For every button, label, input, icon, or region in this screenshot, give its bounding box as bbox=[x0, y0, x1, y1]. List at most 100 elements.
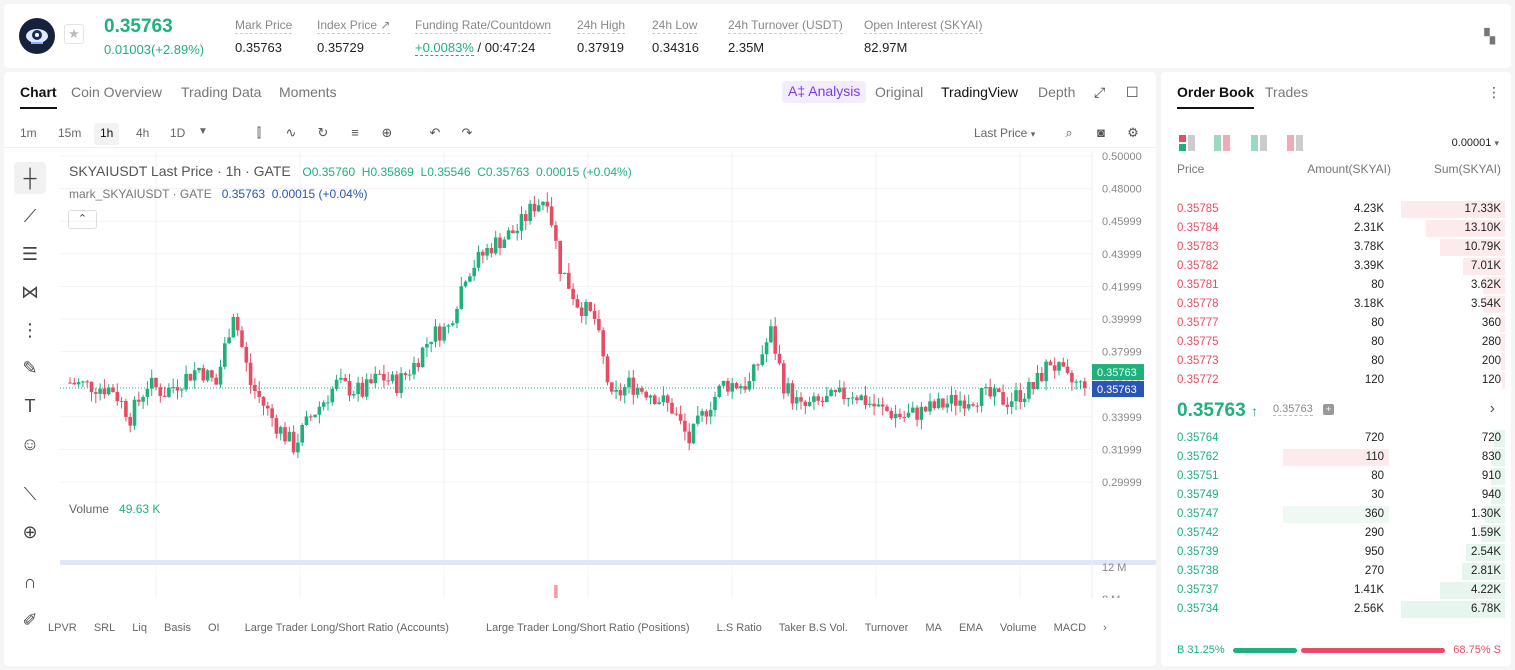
header-price: Price bbox=[1177, 162, 1205, 176]
undo-icon[interactable]: ↶ bbox=[429, 125, 441, 140]
ask-row[interactable]: 0.35778 3.18K 3.54K bbox=[1161, 295, 1511, 314]
brush-icon[interactable]: ✎ bbox=[22, 357, 38, 378]
ask-row[interactable]: 0.35773 80 200 bbox=[1161, 352, 1511, 371]
view-asks-icon[interactable] bbox=[1287, 135, 1303, 154]
tab-coin-overview[interactable]: Coin Overview bbox=[71, 84, 163, 100]
crosshair-icon[interactable]: ┼ bbox=[14, 162, 46, 194]
candle-body bbox=[627, 377, 631, 388]
candle-body bbox=[988, 387, 992, 397]
ask-row[interactable]: 0.35777 80 360 bbox=[1161, 314, 1511, 333]
compare-icon[interactable]: ↻ bbox=[317, 125, 329, 140]
camera-icon[interactable]: ◙ bbox=[1097, 125, 1105, 140]
favorite-star-icon[interactable]: ★ bbox=[64, 24, 84, 44]
indicator-ls-accounts[interactable]: Large Trader Long/Short Ratio (Accounts) bbox=[244, 622, 449, 634]
precision-select[interactable]: 0.00001 ▾ bbox=[1452, 137, 1499, 149]
price-tick-label: 0.48000 bbox=[1102, 184, 1142, 196]
indicator-taker-vol[interactable]: Taker B.S Vol. bbox=[778, 622, 848, 634]
add-indicator-icon[interactable]: ⊕ bbox=[381, 125, 393, 140]
candlestick-chart[interactable]: 0.50000 0.48000 0.45999 0.43999 0.41999 0.399… bbox=[60, 152, 1156, 598]
pane-divider[interactable] bbox=[60, 560, 1156, 565]
bid-row[interactable]: 0.35749 30 940 bbox=[1161, 486, 1511, 505]
expand-icon[interactable]: ⤢ bbox=[1094, 84, 1106, 100]
emoji-icon[interactable]: ☺ bbox=[20, 433, 40, 454]
indicator-ma[interactable]: MA bbox=[925, 622, 942, 634]
indicator-volume[interactable]: Volume bbox=[999, 622, 1037, 634]
bid-row[interactable]: 0.35737 1.41K 4.22K bbox=[1161, 581, 1511, 600]
ask-row[interactable]: 0.35781 80 3.62K bbox=[1161, 276, 1511, 295]
settings-list-icon[interactable]: ≡ bbox=[351, 125, 359, 140]
indicator-macd[interactable]: MACD bbox=[1053, 622, 1087, 634]
search-icon[interactable]: ⌕ bbox=[1065, 125, 1073, 140]
ask-row[interactable]: 0.35782 3.39K 7.01K bbox=[1161, 257, 1511, 276]
indicator-liq[interactable]: Liq bbox=[132, 622, 147, 634]
candle-type-icon[interactable]: ⫿ bbox=[256, 125, 262, 140]
horizontal-lines-icon[interactable]: ☰ bbox=[21, 243, 39, 264]
view-both-icon[interactable] bbox=[1179, 135, 1195, 154]
bid-row[interactable]: 0.35751 80 910 bbox=[1161, 467, 1511, 486]
tab-trading-data[interactable]: Trading Data bbox=[181, 84, 262, 100]
depth-bar bbox=[1483, 277, 1505, 294]
price-type-select[interactable]: Last Price ▾ bbox=[974, 126, 1035, 140]
view-bids-icon[interactable] bbox=[1251, 135, 1267, 154]
tab-moments[interactable]: Moments bbox=[279, 84, 337, 100]
indicator-lpvr[interactable]: LPVR bbox=[48, 622, 77, 634]
interval-4h[interactable]: 4h bbox=[136, 126, 150, 140]
pencil-lock-icon[interactable]: ✐ bbox=[22, 609, 38, 630]
chevron-right-icon[interactable]: › bbox=[1489, 400, 1495, 417]
interval-1d[interactable]: 1D bbox=[170, 126, 186, 140]
info-icon[interactable]: + bbox=[1323, 404, 1334, 415]
view-original[interactable]: Original bbox=[875, 84, 924, 100]
bid-row[interactable]: 0.35738 270 2.81K bbox=[1161, 562, 1511, 581]
more-options-icon[interactable]: ⋮ bbox=[1487, 84, 1501, 100]
chevron-right-icon[interactable]: › bbox=[1103, 622, 1107, 634]
candle-body bbox=[966, 404, 971, 409]
ai-analysis-button[interactable]: A‡ Analysis bbox=[782, 81, 867, 103]
ruler-icon[interactable]: ⟍ bbox=[23, 483, 37, 504]
indicator-ls-positions[interactable]: Large Trader Long/Short Ratio (Positions… bbox=[485, 622, 690, 634]
bid-row[interactable]: 0.35764 720 720 bbox=[1161, 429, 1511, 448]
book-icon[interactable]: ▚ bbox=[1484, 28, 1495, 44]
indicator-ema[interactable]: EMA bbox=[958, 622, 983, 634]
interval-1h[interactable]: 1h bbox=[94, 123, 120, 145]
fullscreen-icon[interactable]: ☐ bbox=[1126, 84, 1139, 100]
bid-row[interactable]: 0.35742 290 1.59K bbox=[1161, 524, 1511, 543]
bid-row[interactable]: 0.35762 110 830 bbox=[1161, 448, 1511, 467]
tab-trades[interactable]: Trades bbox=[1265, 84, 1309, 100]
tab-chart[interactable]: Chart bbox=[20, 84, 57, 109]
tab-order-book[interactable]: Order Book bbox=[1177, 84, 1255, 109]
view-combined-icon[interactable] bbox=[1214, 135, 1230, 154]
magnet-icon[interactable]: ∩ bbox=[23, 571, 37, 592]
interval-15m[interactable]: 15m bbox=[58, 126, 82, 140]
ask-row[interactable]: 0.35785 4.23K 17.33K bbox=[1161, 200, 1511, 219]
ask-row[interactable]: 0.35784 2.31K 13.10K bbox=[1161, 219, 1511, 238]
indicator-oi[interactable]: OI bbox=[208, 622, 220, 634]
ask-row[interactable]: 0.35783 3.78K 10.79K bbox=[1161, 238, 1511, 257]
pattern-icon[interactable]: ⋈ bbox=[21, 281, 39, 302]
text-tool-icon[interactable]: T bbox=[24, 395, 36, 416]
candle-body bbox=[597, 318, 601, 331]
bid-row[interactable]: 0.35734 2.56K 6.78K bbox=[1161, 600, 1511, 619]
zoom-in-icon[interactable]: ⊕ bbox=[22, 521, 38, 542]
interval-1m[interactable]: 1m bbox=[20, 126, 37, 140]
interval-dropdown-icon[interactable]: ▼ bbox=[198, 126, 208, 137]
view-tradingview[interactable]: TradingView bbox=[941, 84, 1019, 100]
bid-row[interactable]: 0.35747 360 1.30K bbox=[1161, 505, 1511, 524]
indicator-ls-ratio[interactable]: L.S Ratio bbox=[716, 622, 762, 634]
stat-index-price[interactable]: Index Price ↗ 0.35729 bbox=[317, 18, 391, 55]
ask-row[interactable]: 0.35772 120 120 bbox=[1161, 371, 1511, 390]
candle-body bbox=[360, 382, 365, 397]
candle-body bbox=[536, 205, 541, 212]
indicator-icon[interactable]: ∿ bbox=[285, 125, 297, 140]
trend-line-icon[interactable]: ⟋ bbox=[23, 205, 37, 226]
view-depth[interactable]: Depth bbox=[1038, 84, 1076, 100]
indicator-basis[interactable]: Basis bbox=[164, 622, 191, 634]
collapse-legend-button[interactable]: ⌃ bbox=[68, 210, 97, 229]
indicator-srl[interactable]: SRL bbox=[93, 622, 116, 634]
redo-icon[interactable]: ↷ bbox=[461, 125, 473, 140]
indicator-turnover[interactable]: Turnover bbox=[864, 622, 909, 634]
bid-row[interactable]: 0.35739 950 2.54K bbox=[1161, 543, 1511, 562]
fib-icon[interactable]: ⋮ bbox=[21, 319, 39, 340]
gear-icon[interactable]: ⚙ bbox=[1127, 125, 1139, 140]
row-price: 0.35783 bbox=[1177, 241, 1219, 253]
ask-row[interactable]: 0.35775 80 280 bbox=[1161, 333, 1511, 352]
